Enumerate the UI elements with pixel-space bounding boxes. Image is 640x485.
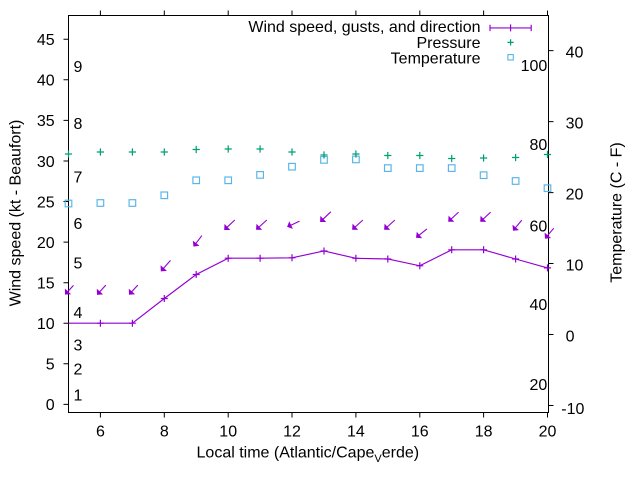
svg-text:15: 15 [37,276,55,293]
svg-text:Pressure: Pressure [416,35,480,52]
svg-text:80: 80 [530,137,548,154]
svg-text:40: 40 [530,297,548,314]
svg-text:6: 6 [96,423,105,440]
svg-text:10: 10 [37,316,55,333]
svg-text:7: 7 [74,169,83,186]
svg-text:9: 9 [74,59,83,76]
svg-text:45: 45 [37,32,55,49]
svg-text:40: 40 [37,73,55,90]
svg-text:16: 16 [411,423,429,440]
svg-text:-10: -10 [561,401,584,418]
svg-text:25: 25 [37,194,55,211]
svg-text:20: 20 [37,235,55,252]
svg-text:10: 10 [566,257,584,274]
svg-text:18: 18 [475,423,493,440]
svg-text:Temperature: Temperature [391,50,481,67]
svg-text:40: 40 [566,44,584,61]
svg-text:20: 20 [539,423,557,440]
svg-text:2: 2 [74,361,83,378]
svg-text:20: 20 [566,186,584,203]
svg-text:Wind speed, gusts, and directi: Wind speed, gusts, and direction [248,19,480,36]
svg-text:35: 35 [37,113,55,130]
svg-text:100: 100 [521,58,548,75]
svg-text:6: 6 [74,216,83,233]
svg-text:30: 30 [566,115,584,132]
svg-text:30: 30 [37,154,55,171]
svg-text:Temperature (C - F): Temperature (C - F) [609,142,626,282]
svg-text:Local time (Atlantic/CapeVerde: Local time (Atlantic/CapeVerde) [197,444,420,465]
svg-text:1: 1 [74,388,83,405]
svg-text:3: 3 [74,338,83,355]
svg-text:5: 5 [46,357,55,374]
svg-text:10: 10 [219,423,237,440]
svg-text:0: 0 [566,328,575,345]
svg-text:5: 5 [74,256,83,273]
svg-text:0: 0 [46,397,55,414]
svg-text:4: 4 [74,305,83,322]
svg-text:20: 20 [530,377,548,394]
svg-text:12: 12 [283,423,301,440]
svg-text:8: 8 [74,116,83,133]
svg-text:60: 60 [530,218,548,235]
svg-text:8: 8 [160,423,169,440]
svg-text:14: 14 [347,423,365,440]
svg-text:Wind speed (kt - Beaufort): Wind speed (kt - Beaufort) [8,120,25,307]
